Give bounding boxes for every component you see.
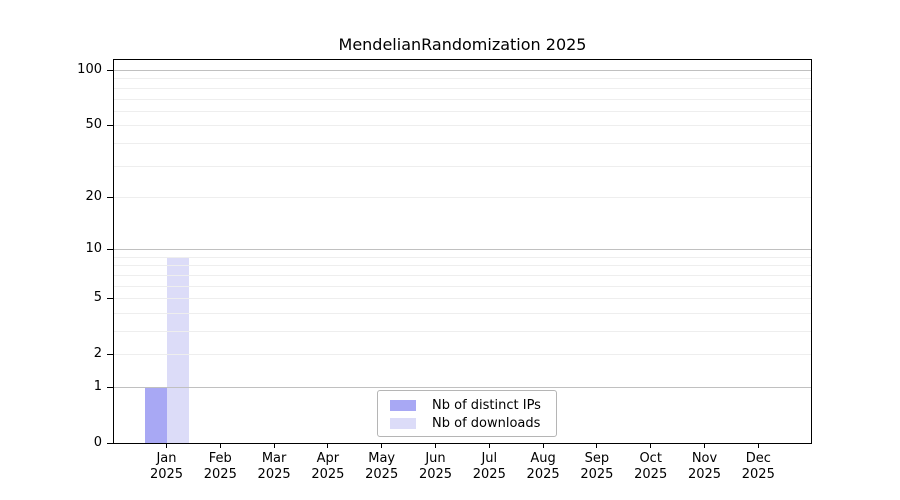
gridline-minor-40 bbox=[114, 142, 811, 144]
x-tick-label-aug: Aug 2025 bbox=[526, 451, 560, 482]
x-tick-mark-sep bbox=[596, 443, 598, 448]
gridline-minor-5 bbox=[114, 298, 811, 300]
y-tick-mark-10 bbox=[107, 249, 113, 251]
x-tick-mark-jun bbox=[434, 443, 437, 448]
bars-layer bbox=[114, 60, 811, 443]
y-tick-mark-1 bbox=[107, 387, 113, 389]
x-tick-mark-jan bbox=[165, 443, 168, 448]
y-tick-mark-20 bbox=[107, 196, 113, 199]
y-tick-label-5: 5 bbox=[93, 290, 102, 306]
x-tick-label-jan: Jan 2025 bbox=[149, 451, 184, 482]
x-tick-mark-aug bbox=[542, 443, 544, 448]
x-tick-mark-oct bbox=[650, 443, 652, 448]
gridline-major-1 bbox=[114, 387, 811, 388]
gridline-minor-2 bbox=[114, 354, 811, 356]
y-tick-label-0: 0 bbox=[93, 435, 102, 450]
gridline-minor-30 bbox=[114, 165, 811, 167]
y-tick-mark-0 bbox=[107, 443, 113, 445]
legend-label-downloads: Nb of downloads bbox=[432, 415, 541, 431]
legend-item-distinct-ips: Nb of distinct IPs bbox=[390, 397, 546, 413]
y-tick-label-10: 10 bbox=[85, 241, 102, 257]
gridline-major-100 bbox=[114, 70, 811, 71]
y-tick-mark-100 bbox=[107, 70, 113, 72]
y-tick-label-20: 20 bbox=[85, 188, 102, 204]
gridline-minor-7 bbox=[114, 274, 811, 276]
gridline-minor-3 bbox=[114, 331, 811, 332]
gridline-minor-50 bbox=[114, 125, 811, 127]
gridline-minor-70 bbox=[114, 98, 811, 100]
x-tick-label-dec: Dec 2025 bbox=[741, 451, 775, 482]
legend-item-downloads: Nb of downloads bbox=[390, 415, 546, 431]
gridline-minor-8 bbox=[114, 265, 811, 267]
x-tick-mark-apr bbox=[327, 443, 329, 448]
x-tick-label-jul: Jul 2025 bbox=[472, 451, 506, 482]
gridline-minor-60 bbox=[114, 110, 811, 112]
gridline-minor-20 bbox=[114, 196, 811, 198]
y-tick-mark-50 bbox=[107, 125, 113, 127]
plot-area: Nb of distinct IPs Nb of downloads bbox=[113, 59, 812, 444]
bar-nb-of-downloads-jan bbox=[166, 256, 189, 443]
x-tick-label-may: May 2025 bbox=[365, 451, 399, 482]
x-tick-label-apr: Apr 2025 bbox=[311, 451, 345, 482]
y-tick-label-100: 100 bbox=[77, 62, 102, 77]
y-tick-label-2: 2 bbox=[93, 346, 102, 362]
chart-title: MendelianRandomization 2025 bbox=[338, 35, 587, 54]
legend: Nb of distinct IPs Nb of downloads bbox=[377, 390, 557, 437]
x-tick-label-nov: Nov 2025 bbox=[687, 451, 722, 482]
y-tick-label-1: 1 bbox=[93, 379, 102, 394]
x-tick-label-mar: Mar 2025 bbox=[257, 451, 291, 482]
gridlines-layer bbox=[114, 60, 811, 443]
bar-nb-of-distinct-ips-jan bbox=[144, 387, 167, 443]
y-tick-mark-5 bbox=[107, 298, 113, 300]
gridline-major-10 bbox=[114, 249, 811, 251]
y-tick-label-50: 50 bbox=[85, 117, 102, 133]
gridline-minor-6 bbox=[114, 285, 811, 287]
legend-label-distinct-ips: Nb of distinct IPs bbox=[432, 397, 541, 413]
gridline-minor-4 bbox=[114, 312, 811, 314]
x-tick-mark-mar bbox=[273, 443, 275, 448]
x-tick-mark-nov bbox=[703, 443, 706, 448]
legend-swatch-downloads-icon bbox=[390, 417, 416, 429]
gridline-minor-90 bbox=[114, 78, 811, 80]
legend-swatch-distinct-ips-icon bbox=[390, 399, 416, 411]
x-tick-label-jun: Jun 2025 bbox=[418, 451, 453, 482]
gridline-minor-9 bbox=[114, 256, 811, 258]
x-tick-mark-feb bbox=[219, 443, 221, 448]
y-tick-mark-2 bbox=[107, 354, 113, 356]
gridline-minor-80 bbox=[114, 87, 811, 89]
x-tick-mark-may bbox=[381, 443, 383, 448]
x-tick-label-sep: Sep 2025 bbox=[580, 451, 614, 482]
x-tick-label-oct: Oct 2025 bbox=[634, 451, 668, 482]
x-tick-mark-jul bbox=[488, 443, 490, 448]
x-tick-mark-dec bbox=[757, 443, 759, 448]
x-tick-label-feb: Feb 2025 bbox=[203, 451, 237, 482]
